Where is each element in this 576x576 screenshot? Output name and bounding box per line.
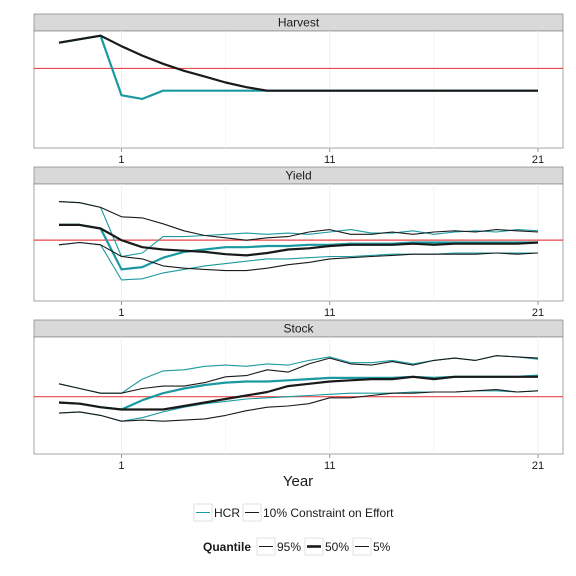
panel-title: Stock bbox=[283, 322, 314, 336]
legend-label-hcr: HCR bbox=[214, 506, 240, 520]
x-tick-label: 1 bbox=[118, 460, 124, 472]
legend-key-box-q50 bbox=[304, 537, 324, 556]
legend-label-q5: 5% bbox=[373, 540, 391, 554]
legend-series: HCR 10% Constraint on Effort bbox=[193, 503, 394, 522]
series-line-hcr-q50 bbox=[59, 223, 538, 271]
x-tick-label: 11 bbox=[324, 154, 335, 166]
x-tick-label: 1 bbox=[118, 154, 124, 166]
series-line-effort-q50 bbox=[59, 223, 539, 257]
legend-quantile: Quantile 95% 50% 5% bbox=[203, 537, 391, 556]
series-line-effort-q50 bbox=[58, 375, 538, 411]
series-line-effort-q5 bbox=[58, 389, 539, 422]
x-axis-title: Year bbox=[283, 473, 313, 490]
legend-key-box-q5 bbox=[352, 537, 372, 556]
x-tick-label: 21 bbox=[532, 154, 544, 166]
series-line-effort-q5 bbox=[58, 241, 539, 272]
x-tick-label: 21 bbox=[532, 460, 544, 472]
x-tick-label: 1 bbox=[118, 307, 124, 319]
legend-label-q95: 95% bbox=[277, 540, 301, 554]
panel-title: Harvest bbox=[278, 16, 320, 30]
plot-area bbox=[33, 30, 564, 149]
legend-key-box-q95 bbox=[256, 537, 276, 556]
series-line-effort-q95 bbox=[58, 201, 539, 241]
series-line-effort-q95 bbox=[58, 355, 539, 394]
legend-label-q50: 50% bbox=[325, 540, 349, 554]
legend-key-box-hcr bbox=[193, 503, 213, 522]
legend-label-effort: 10% Constraint on Effort bbox=[263, 506, 394, 520]
series-line-hcr-q95 bbox=[58, 201, 539, 258]
legend-key-box-effort bbox=[242, 503, 262, 522]
plot-area bbox=[33, 336, 564, 455]
x-tick-label: 21 bbox=[532, 307, 544, 319]
x-tick-label: 11 bbox=[324, 307, 335, 319]
series-line-hcr-q5 bbox=[58, 241, 538, 281]
x-tick-label: 11 bbox=[324, 460, 335, 472]
series-line-effort-q50 bbox=[58, 34, 538, 92]
panel-title: Yield bbox=[285, 169, 311, 183]
legend-title-quantile: Quantile bbox=[203, 540, 251, 554]
